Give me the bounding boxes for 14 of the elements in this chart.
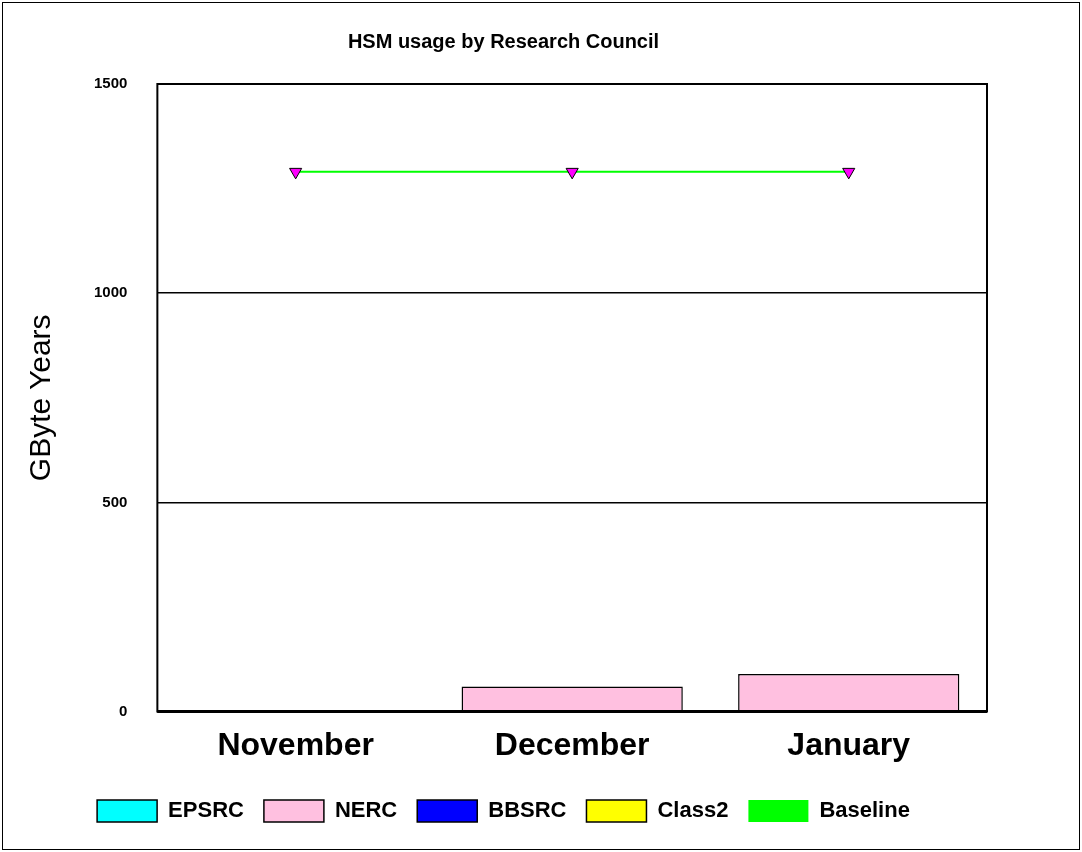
y-tick-label: 500: [102, 492, 128, 510]
legend-label: NERC: [334, 797, 398, 823]
y-tick-label: 0: [119, 701, 128, 719]
chart-title: HSM usage by Research Council: [347, 29, 660, 52]
legend-label: BBSRC: [488, 797, 567, 823]
legend-label: Baseline: [819, 797, 910, 823]
y-tick-label: 1000: [93, 283, 128, 301]
x-tick-label: January: [787, 725, 911, 762]
x-tick-label: November: [217, 725, 374, 762]
legend-label: Class2: [657, 797, 729, 823]
y-axis-title: GByte Years: [23, 314, 57, 482]
y-tick-label: 1500: [93, 74, 128, 92]
x-tick-label: December: [494, 725, 650, 762]
legend-label: EPSRC: [168, 797, 245, 823]
